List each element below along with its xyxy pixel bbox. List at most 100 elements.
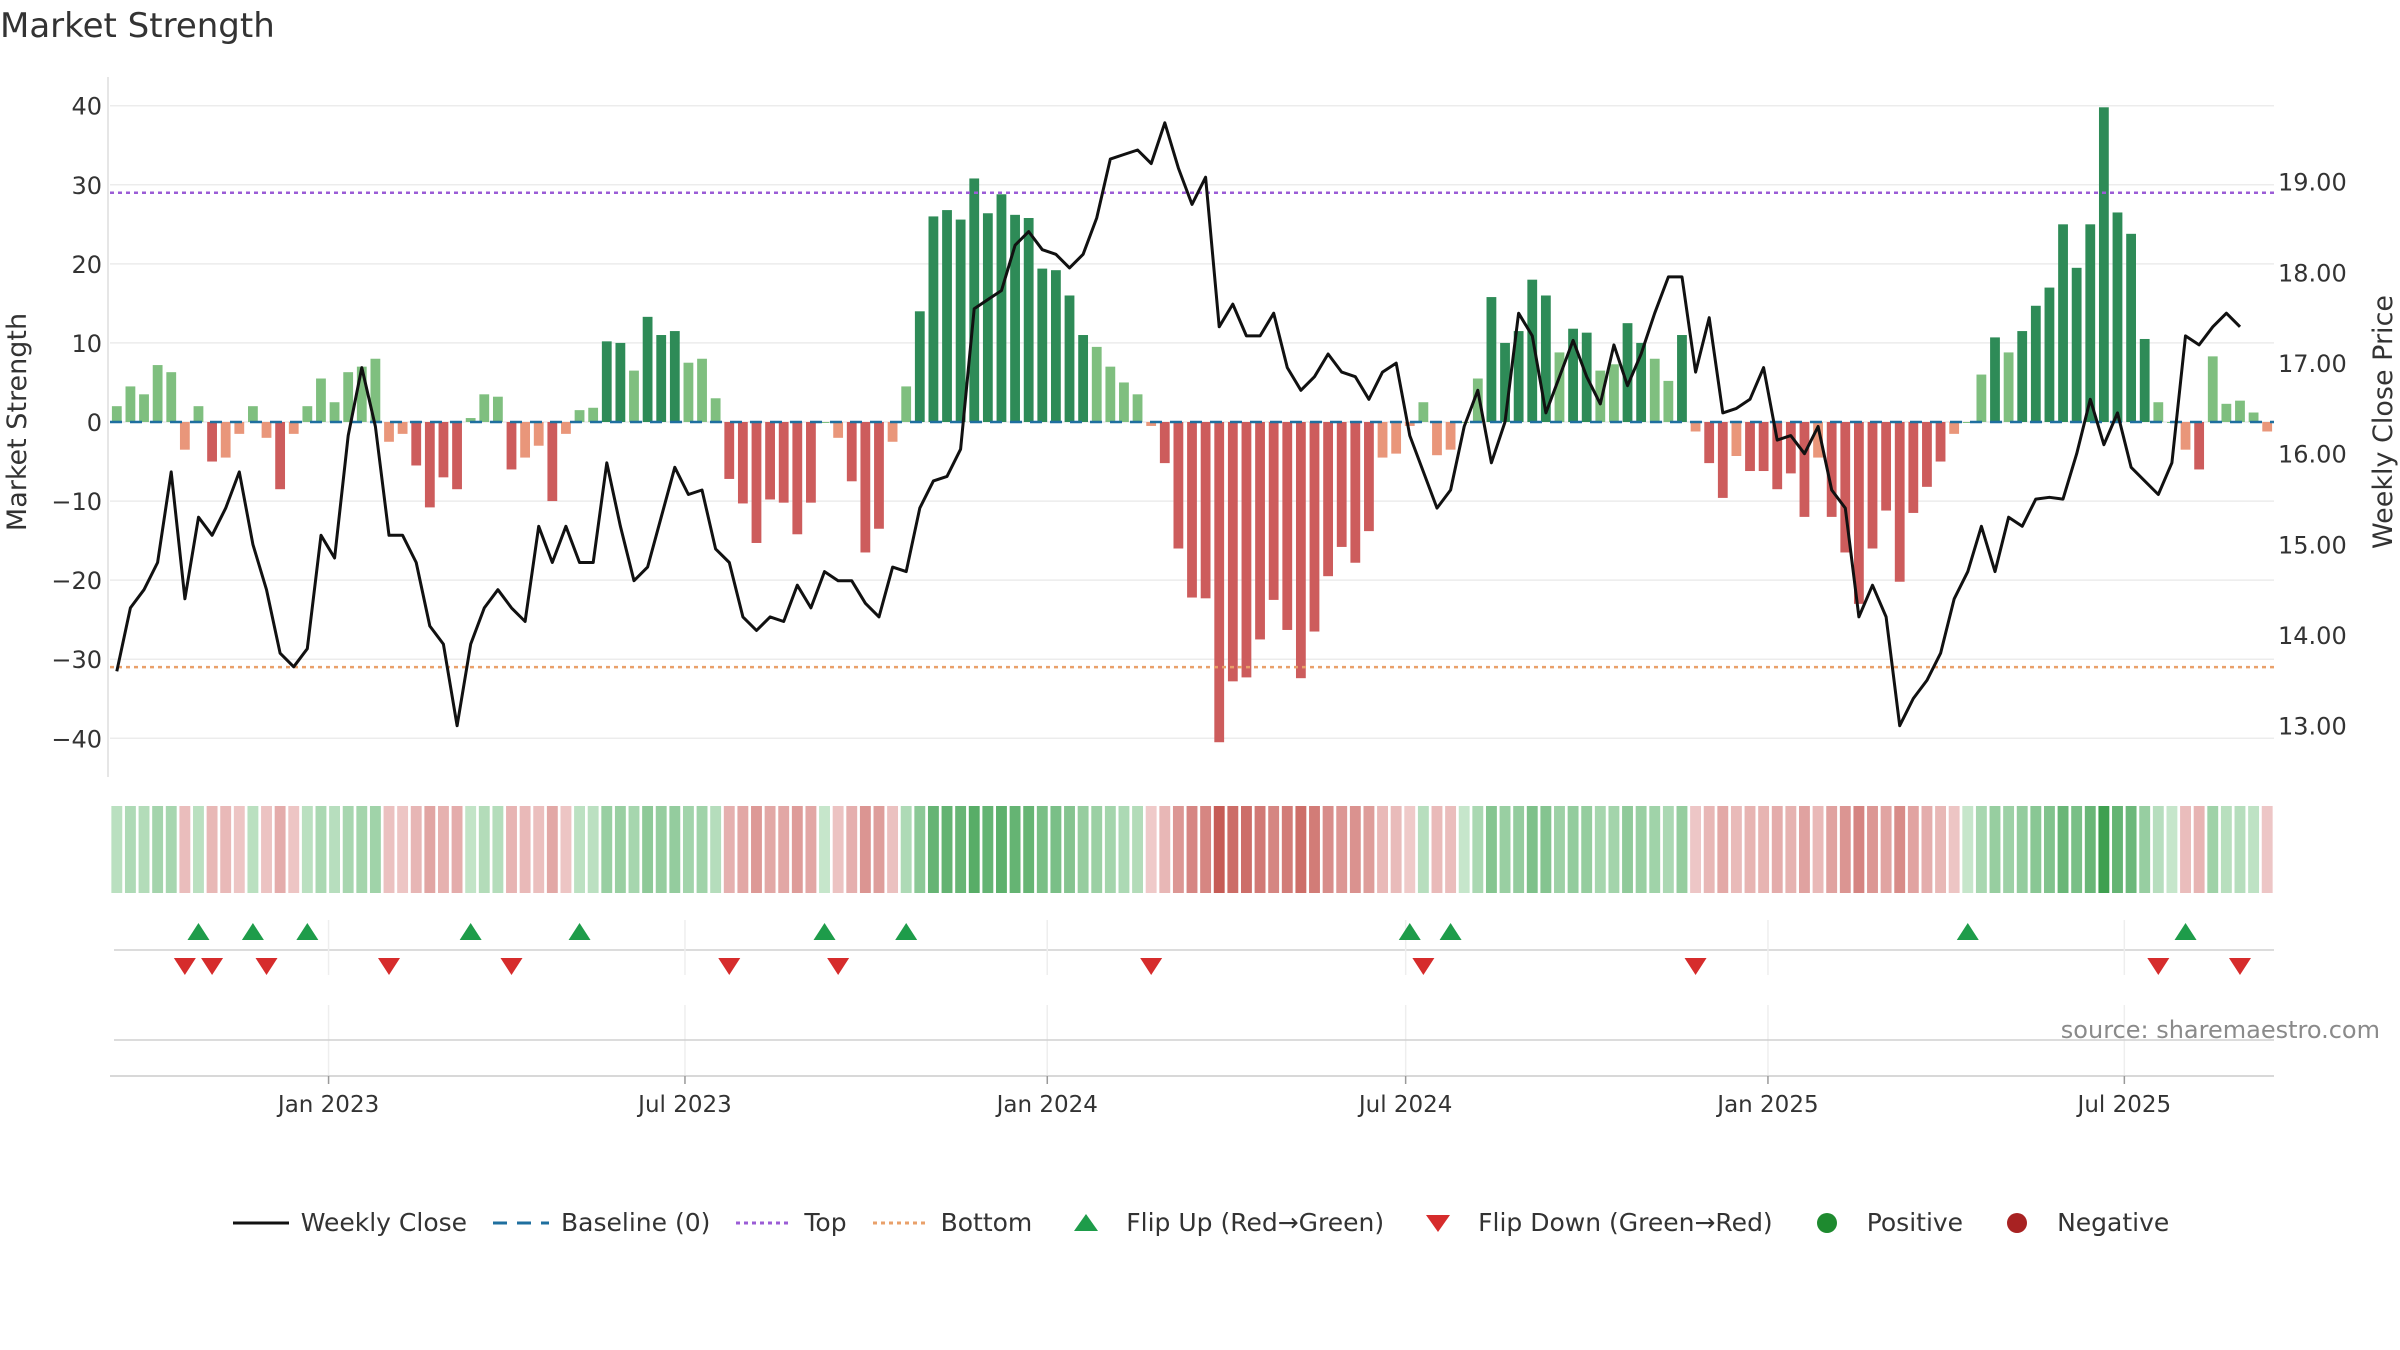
strength-bar [846,422,857,482]
strength-bar [111,406,122,422]
heat-strip-cell [424,806,436,893]
heat-strip-cell [710,806,722,893]
flip-down-marker [255,958,278,975]
strength-bar [1976,374,1987,422]
source-credit: source: sharemaestro.com [2060,1016,2380,1044]
legend-swatch [736,1221,793,1224]
legend-swatch [1426,1214,1451,1232]
heat-strip-cell [642,806,654,893]
legend-item[interactable]: Baseline (0) [491,1208,710,1237]
strength-bar [1990,337,2000,422]
heat-strip-cell [574,806,585,893]
strength-bar [343,372,354,422]
legend-item[interactable]: Flip Down (Green→Red) [1408,1208,1773,1237]
heat-strip-cell [1485,806,1497,893]
heat-strip-cell [261,806,272,893]
strength-bar [1323,422,1334,577]
legend-swatch-dot [1816,1212,1837,1233]
strength-bar [792,422,803,535]
weekly-close-line [115,121,2242,728]
strength-bar [1255,422,1265,640]
strength-bar [275,422,286,490]
strength-bar [1500,342,1510,422]
x-tick-label: Jan 2024 [995,1092,1098,1118]
heat-strip-cell [1526,806,1538,893]
x-tick-label: Jul 2025 [2076,1092,2172,1118]
heat-strip-cell [111,806,123,893]
heat-strip-cell [1567,806,1579,893]
strength-bar [697,358,707,422]
legend-item[interactable]: Bottom [871,1208,1032,1237]
flip-down-marker [2147,958,2170,975]
heat-strip-cell [1730,806,1742,893]
heat-strip-cell [465,806,477,893]
heat-strip-cell [397,806,409,893]
heat-strip-cell [941,806,953,893]
heat-strip-cell [968,806,980,893]
legend-swatch-triangle [1074,1213,1099,1231]
legend-item[interactable]: Weekly Close [231,1208,467,1237]
strength-bar [207,422,217,462]
strength-bar [125,386,136,422]
heat-strip-cell [342,806,354,893]
strength-bar [1745,422,1755,472]
heat-strip-cell [329,806,341,893]
strength-bar [1214,422,1225,743]
heat-strip-cell [1336,806,1348,893]
strength-bar [1119,382,1129,422]
strength-bar [1295,422,1306,679]
legend-item[interactable]: Top [734,1208,847,1237]
strength-bar [2058,224,2068,422]
heat-strip-cell [2030,806,2042,893]
heat-strip-cell [1812,806,1824,893]
strength-bar [1772,422,1783,490]
strength-bar [1908,422,1919,513]
heat-strip-cell [751,806,762,893]
legend-swatch [1074,1213,1099,1231]
legend-item[interactable]: Flip Up (Red→Green) [1056,1208,1384,1237]
heat-strip-cell [274,806,286,893]
strength-bar [710,398,721,422]
legend-item[interactable]: Positive [1797,1208,1963,1237]
heat-strip-cell [1594,806,1606,893]
heat-strip-cell [601,806,613,893]
flip-down-marker [1140,958,1163,975]
strength-bar [1432,422,1442,456]
heat-strip-cell [1091,806,1103,893]
strength-bar [1187,422,1197,598]
heat-strip-cell [982,806,994,893]
strength-bar [574,410,585,422]
strength-bar [166,372,177,422]
heat-strip-cell [165,806,177,893]
legend-label: Top [804,1208,847,1237]
heat-strip-cell [1472,806,1484,893]
heat-strip-cell [2125,806,2137,893]
heat-strip-cell [1445,806,1457,893]
strength-bar [1146,422,1157,426]
flip-up-marker [241,923,264,940]
legend-item[interactable]: Negative [1987,1208,2169,1237]
strength-bar [2085,224,2096,422]
heat-strip-cell [1826,806,1838,893]
strength-bar [1527,279,1538,422]
heat-strip-cell [1676,806,1688,893]
heat-strip-cell [2003,806,2015,893]
strength-bar [942,210,952,422]
heat-strip-cell [356,806,368,893]
flip-down-marker [500,958,523,975]
strength-bar [533,422,544,446]
y-axis-title-right: Weekly Close Price [2368,295,2399,549]
strength-bar [547,422,558,502]
heat-strip-cell [819,806,830,893]
strength-bar [2139,338,2150,422]
heat-strip-cell [1023,806,1035,893]
y-tick-label-right: 13.00 [2278,713,2347,741]
strength-bar [1663,380,1674,422]
strength-bar [2044,287,2055,422]
strength-bar [778,422,789,503]
chart-legend: Weekly Close Baseline (0) Top Bottom Flip Up… [0,1208,2400,1237]
strength-bar [1949,422,1960,434]
heat-strip-cell [1989,806,2001,893]
